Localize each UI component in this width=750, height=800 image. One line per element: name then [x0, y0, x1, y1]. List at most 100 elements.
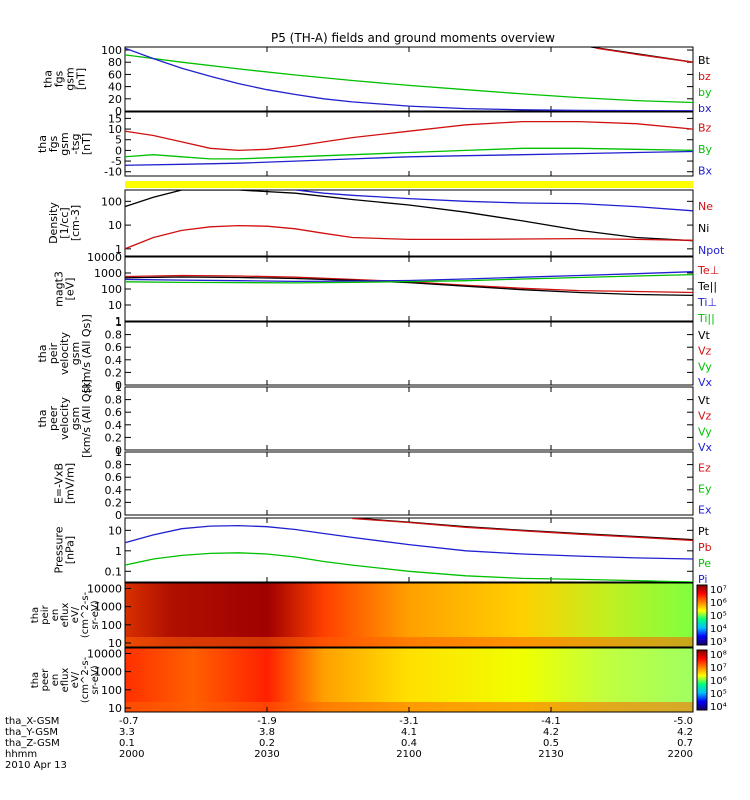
colorbar-tick-label: 10⁶: [710, 598, 727, 609]
series-line-by: [125, 54, 693, 104]
x-tick-label: -1.9: [257, 716, 277, 727]
y-tick-label: 0.4: [105, 354, 123, 367]
legend-label: Vx: [698, 376, 713, 389]
y-tick-label: 0.2: [105, 431, 123, 444]
y-axis-label: velocity: [58, 332, 71, 375]
spectrogram-frame: [124, 582, 694, 648]
y-axis-label: tha: [36, 409, 49, 427]
y-axis-label: velocity: [58, 397, 71, 440]
legend-label: Vz: [698, 410, 712, 423]
colorbar-tick-label: 10⁸: [710, 650, 727, 661]
x-tick-label: 4.2: [543, 727, 559, 738]
colorbar-tick-label: 10⁴: [710, 624, 727, 635]
series-line-Pb: [352, 518, 693, 542]
panel-frame: [124, 321, 694, 386]
x-tick-label: 0.2: [259, 738, 275, 749]
legend-label: bz: [698, 70, 711, 83]
x-tick-label: -3.1: [399, 716, 419, 727]
colorbar: [696, 649, 708, 711]
legend-label: Vt: [698, 329, 711, 342]
legend-label: Te⊥: [697, 264, 719, 277]
panel-frame: [124, 451, 694, 516]
y-tick-label: 0: [115, 144, 122, 157]
footer-row-label: tha_X-GSM: [5, 716, 59, 727]
y-axis-label: [km/s (All Qs)]: [80, 379, 93, 458]
y-tick-label: 100: [101, 44, 122, 57]
panel-frame: [124, 111, 694, 177]
legend-label: Ne: [698, 200, 713, 213]
colorbar: [696, 584, 708, 646]
y-tick-label: 1: [115, 381, 122, 394]
x-tick-label: -4.1: [541, 716, 561, 727]
y-tick-label: 0.8: [105, 459, 123, 472]
legend-label: Vz: [698, 345, 712, 358]
y-axis-label: [nPa]: [64, 536, 77, 564]
series-line-bz: [596, 47, 693, 63]
y-tick-label: 10000: [87, 582, 122, 595]
y-tick-label: 0.8: [105, 394, 123, 407]
legend-label: Pe: [698, 557, 711, 570]
legend-label: Vx: [698, 441, 713, 454]
panel-frame: [124, 189, 694, 257]
series-line-By: [125, 147, 693, 160]
y-axis-label: gsm: [69, 342, 82, 365]
y-tick-label: 10: [108, 219, 122, 232]
legend-label: Ey: [698, 483, 712, 496]
y-axis-label: tha: [30, 672, 41, 688]
y-axis-label: tha: [36, 135, 49, 153]
panel-frame: [124, 386, 694, 451]
status-bar: [125, 181, 693, 188]
plot-panels: 020406080100thafgsgsm[nT]Btbzbybx-10-505…: [36, 44, 725, 586]
y-tick-label: 1: [115, 315, 122, 328]
y-axis-label: -tsg: [69, 134, 82, 155]
x-tick-label: -5.0: [673, 716, 693, 727]
series-line-Ti⊥: [125, 271, 693, 283]
y-axis-label: [nT]: [75, 68, 88, 90]
legend-label: Ti⊥: [697, 296, 717, 309]
y-tick-label: 100: [101, 195, 122, 208]
colorbar-tick-label: 10⁷: [710, 663, 727, 674]
series-line-Ni: [125, 190, 693, 242]
y-tick-label: 0.2: [105, 366, 123, 379]
legend-label: Pb: [698, 541, 712, 554]
y-tick-label: 40: [108, 81, 122, 94]
y-axis-label: peir: [47, 342, 60, 364]
y-axis-label: Pressure: [53, 526, 66, 573]
y-tick-label: 0.6: [105, 406, 123, 419]
y-axis-label: eflux: [60, 603, 71, 628]
series-line-Te⊥: [125, 274, 693, 294]
legend-label: Vt: [698, 394, 711, 407]
footer-row-label: tha_Z-GSM: [5, 738, 60, 749]
spectrogram-image: [125, 648, 693, 712]
footer-row-label: tha_Y-GSM: [5, 727, 58, 738]
x-tick-label: 0.5: [543, 738, 559, 749]
legend-label: Ez: [698, 462, 711, 475]
series-line-bx: [125, 47, 693, 111]
colorbar-tick-label: 10⁵: [710, 611, 727, 622]
x-tick-label: 2200: [668, 749, 693, 760]
x-tick-label: -0.7: [119, 716, 139, 727]
panel-8: 0.1 1 10 Pressure[nPa] Pt Pb Pe Pi: [53, 517, 712, 586]
y-tick-label: 1000: [94, 601, 122, 614]
y-tick-label: -10: [104, 166, 122, 179]
spectrogram-1: 10 100 1000 10000 tha peir en eflux eV/(cm^2-s-s…: [30, 582, 727, 650]
panel-frame: [124, 256, 694, 322]
x-tick-label: 0.7: [677, 738, 693, 749]
legend-label: Bt: [698, 54, 711, 67]
y-axis-label: tha: [36, 344, 49, 362]
series-line-Ti||: [125, 273, 693, 284]
figure-title: P5 (TH-A) fields and ground moments over…: [271, 31, 555, 45]
legend-label: Vy: [698, 425, 712, 438]
legend-label: Pt: [698, 525, 710, 538]
x-tick-label: 3.8: [259, 727, 275, 738]
y-tick-label: 10: [108, 637, 122, 650]
y-tick-label: 10000: [87, 251, 122, 264]
footer-row-label: hhmm: [5, 749, 37, 760]
panel-frame: [124, 517, 694, 583]
y-tick-label: 60: [108, 68, 122, 81]
low-energy-band: [125, 637, 693, 647]
